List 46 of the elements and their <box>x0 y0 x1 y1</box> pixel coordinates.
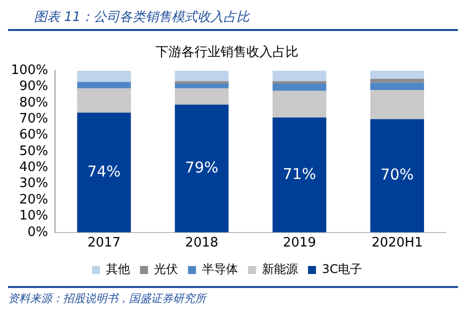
legend-label: 其他 <box>106 262 130 276</box>
data-label: 70% <box>380 166 414 184</box>
bar <box>272 118 326 232</box>
bar <box>370 90 424 120</box>
bar <box>174 104 229 232</box>
y-tick-label: 80% <box>19 95 48 110</box>
bar <box>174 70 229 82</box>
y-tick-label: 10% <box>19 208 48 224</box>
y-tick-label: 40% <box>19 160 48 176</box>
bar <box>174 88 229 105</box>
y-tick-label: 60% <box>19 128 48 143</box>
bar <box>370 82 424 90</box>
bar <box>272 84 326 91</box>
bar <box>370 119 424 232</box>
legend-label: 3C电子 <box>322 262 362 276</box>
y-tick-label: 0% <box>28 224 48 240</box>
x-tick-label: 2019 <box>282 236 316 251</box>
bar <box>77 112 131 232</box>
y-tick-label: 100% <box>10 62 48 78</box>
legend-label: 半导体 <box>202 262 238 276</box>
bar <box>370 70 424 79</box>
bar <box>370 78 424 83</box>
chart-title: 图表 11：公司各类销售模式收入占比 <box>8 8 458 31</box>
bar <box>174 84 229 88</box>
x-tick-label: 2017 <box>87 236 121 251</box>
bar <box>77 88 131 113</box>
bar <box>272 70 326 82</box>
x-tick-label: 2020H1 <box>372 236 423 251</box>
data-label: 71% <box>282 164 316 183</box>
legend-label: 新能源 <box>262 262 298 276</box>
bar <box>272 81 326 84</box>
bar <box>77 82 131 88</box>
x-tick-label: 2018 <box>185 236 218 251</box>
bar <box>272 90 326 118</box>
y-tick-label: 90% <box>19 79 48 94</box>
y-tick-label: 70% <box>19 112 48 127</box>
y-tick-label: 50% <box>19 144 48 159</box>
legend-label: 光伏 <box>154 262 178 276</box>
y-tick-label: 30% <box>19 176 48 192</box>
bar <box>174 81 229 84</box>
y-tick-label: 20% <box>19 192 48 208</box>
text: 资料来源：招股说明书，国盛证券研究所 <box>8 286 458 306</box>
bar <box>77 70 131 82</box>
data-label: 79% <box>185 158 218 176</box>
chart-subtitle: 下游各行业销售收入占比 <box>156 45 298 60</box>
data-label: 74% <box>87 162 121 180</box>
